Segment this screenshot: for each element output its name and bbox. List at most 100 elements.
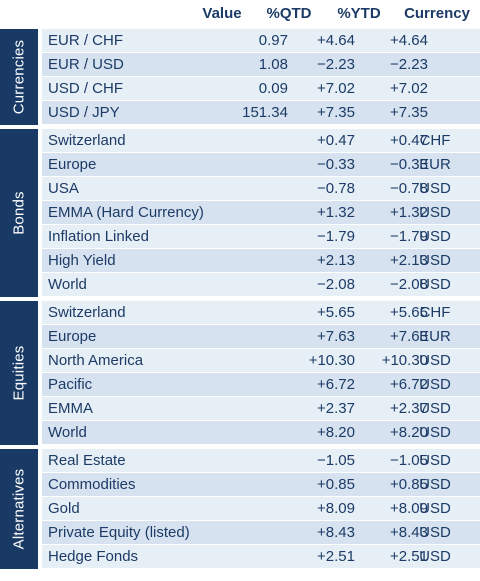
row-name: EMMA	[48, 400, 93, 417]
row-name: Commodities	[48, 476, 136, 493]
row-name: High Yield	[48, 252, 116, 269]
row-currency: USD	[419, 452, 451, 469]
section-equities: Equities Switzerland +5.65 +5.65 CHF Europe +7…	[0, 301, 480, 445]
table-row: World +8.20 +8.20 USD	[42, 421, 480, 445]
section-label: Bonds	[0, 129, 38, 297]
row-qtd: −1.79	[317, 228, 355, 245]
section-alternatives: Alternatives Real Estate −1.05 −1.05 USD Comm…	[0, 449, 480, 569]
row-qtd: +2.37	[317, 400, 355, 417]
row-currency: USD	[419, 276, 451, 293]
row-currency: USD	[419, 352, 451, 369]
row-qtd: −1.05	[317, 452, 355, 469]
section-label: Equities	[0, 301, 38, 445]
row-name: Switzerland	[48, 132, 126, 149]
row-currency: EUR	[419, 156, 451, 173]
row-currency	[394, 101, 476, 124]
row-ytd: +7.02	[390, 80, 428, 97]
header-value: Value	[202, 5, 242, 22]
row-ytd: +10.30	[381, 352, 428, 369]
row-name: EUR / USD	[48, 56, 124, 73]
row-qtd: +5.65	[317, 304, 355, 321]
section-bonds: Bonds Switzerland +0.47 +0.47 CHF Europe −0.33…	[0, 129, 480, 297]
table-row: North America +10.30 +10.30 USD	[42, 349, 480, 373]
table-row: EUR / CHF 0.97 +4.64 +4.64	[42, 29, 480, 53]
row-name: EUR / CHF	[48, 32, 123, 49]
row-ytd: +8.20	[390, 424, 428, 441]
section-label: Alternatives	[0, 449, 38, 569]
row-name: World	[48, 276, 87, 293]
row-currency: USD	[419, 228, 451, 245]
table-row: Switzerland +0.47 +0.47 CHF	[42, 129, 480, 153]
row-currency: USD	[419, 180, 451, 197]
row-qtd: +7.35	[317, 104, 355, 121]
header-qtd: %QTD	[266, 5, 312, 22]
row-ytd: +7.35	[390, 104, 428, 121]
row-qtd: +7.63	[317, 328, 355, 345]
row-qtd: −0.33	[317, 156, 355, 173]
row-value: 0.09	[258, 80, 288, 97]
row-ytd: −0.33	[390, 156, 428, 173]
row-qtd: +6.72	[317, 376, 355, 393]
table-row: Pacific +6.72 +6.72 USD	[42, 373, 480, 397]
row-name: USA	[48, 180, 79, 197]
row-currency	[394, 77, 476, 100]
row-currency: EUR	[419, 328, 451, 345]
row-ytd: −1.05	[390, 452, 428, 469]
row-ytd: −1.79	[390, 228, 428, 245]
table-row: Inflation Linked −1.79 −1.79 USD	[42, 225, 480, 249]
row-qtd: +4.64	[317, 32, 355, 49]
row-qtd: +0.47	[317, 132, 355, 149]
row-currency: USD	[419, 252, 451, 269]
row-name: Real Estate	[48, 452, 126, 469]
row-name: Europe	[48, 156, 97, 173]
table-row: World −2.08 −2.08 USD	[42, 273, 480, 297]
row-currency: USD	[419, 204, 451, 221]
row-currency	[394, 29, 476, 52]
row-ytd: +0.85	[390, 476, 428, 493]
row-currency: USD	[419, 424, 451, 441]
row-ytd: −2.08	[390, 276, 428, 293]
row-qtd: −2.08	[317, 276, 355, 293]
row-name: Private Equity (listed)	[48, 524, 190, 541]
header-ytd: %YTD	[337, 5, 381, 22]
row-qtd: +1.32	[317, 204, 355, 221]
row-value: 0.97	[258, 32, 288, 49]
row-name: Switzerland	[48, 304, 126, 321]
row-ytd: −2.23	[390, 56, 428, 73]
header-currency: Currency	[404, 5, 470, 22]
table-row: Commodities +0.85 +0.85 USD	[42, 473, 480, 497]
row-name: North America	[48, 352, 144, 369]
section-label-text: Currencies	[10, 39, 28, 115]
row-ytd: +2.37	[390, 400, 428, 417]
row-qtd: −0.78	[317, 180, 355, 197]
row-ytd: +7.63	[390, 328, 428, 345]
table-row: Switzerland +5.65 +5.65 CHF	[42, 301, 480, 325]
row-currency: USD	[419, 524, 451, 541]
row-qtd: +8.43	[317, 524, 355, 541]
row-qtd: +0.85	[317, 476, 355, 493]
row-name: Europe	[48, 328, 97, 345]
row-qtd: +2.13	[317, 252, 355, 269]
row-currency: USD	[419, 376, 451, 393]
row-name: Gold	[48, 500, 80, 517]
row-currency: CHF	[419, 132, 451, 149]
row-ytd: −0.78	[390, 180, 428, 197]
row-ytd: +0.47	[390, 132, 428, 149]
row-ytd: +1.32	[390, 204, 428, 221]
row-ytd: +6.72	[390, 376, 428, 393]
section-label: Currencies	[0, 29, 38, 125]
row-ytd: +4.64	[390, 32, 428, 49]
row-currency: USD	[419, 500, 451, 517]
section-currencies: Currencies EUR / CHF 0.97 +4.64 +4.64 EUR / U…	[0, 29, 480, 125]
row-name: Inflation Linked	[48, 228, 149, 245]
table-row: Europe +7.63 +7.63 EUR	[42, 325, 480, 349]
section-label-text: Alternatives	[10, 468, 28, 550]
table-row: USA −0.78 −0.78 USD	[42, 177, 480, 201]
table-row: USD / CHF 0.09 +7.02 +7.02	[42, 77, 480, 101]
row-ytd: +8.43	[390, 524, 428, 541]
row-ytd: +8.09	[390, 500, 428, 517]
section-label-text: Equities	[10, 345, 28, 401]
row-value: 1.08	[258, 56, 288, 73]
table-row: EUR / USD 1.08 −2.23 −2.23	[42, 53, 480, 77]
